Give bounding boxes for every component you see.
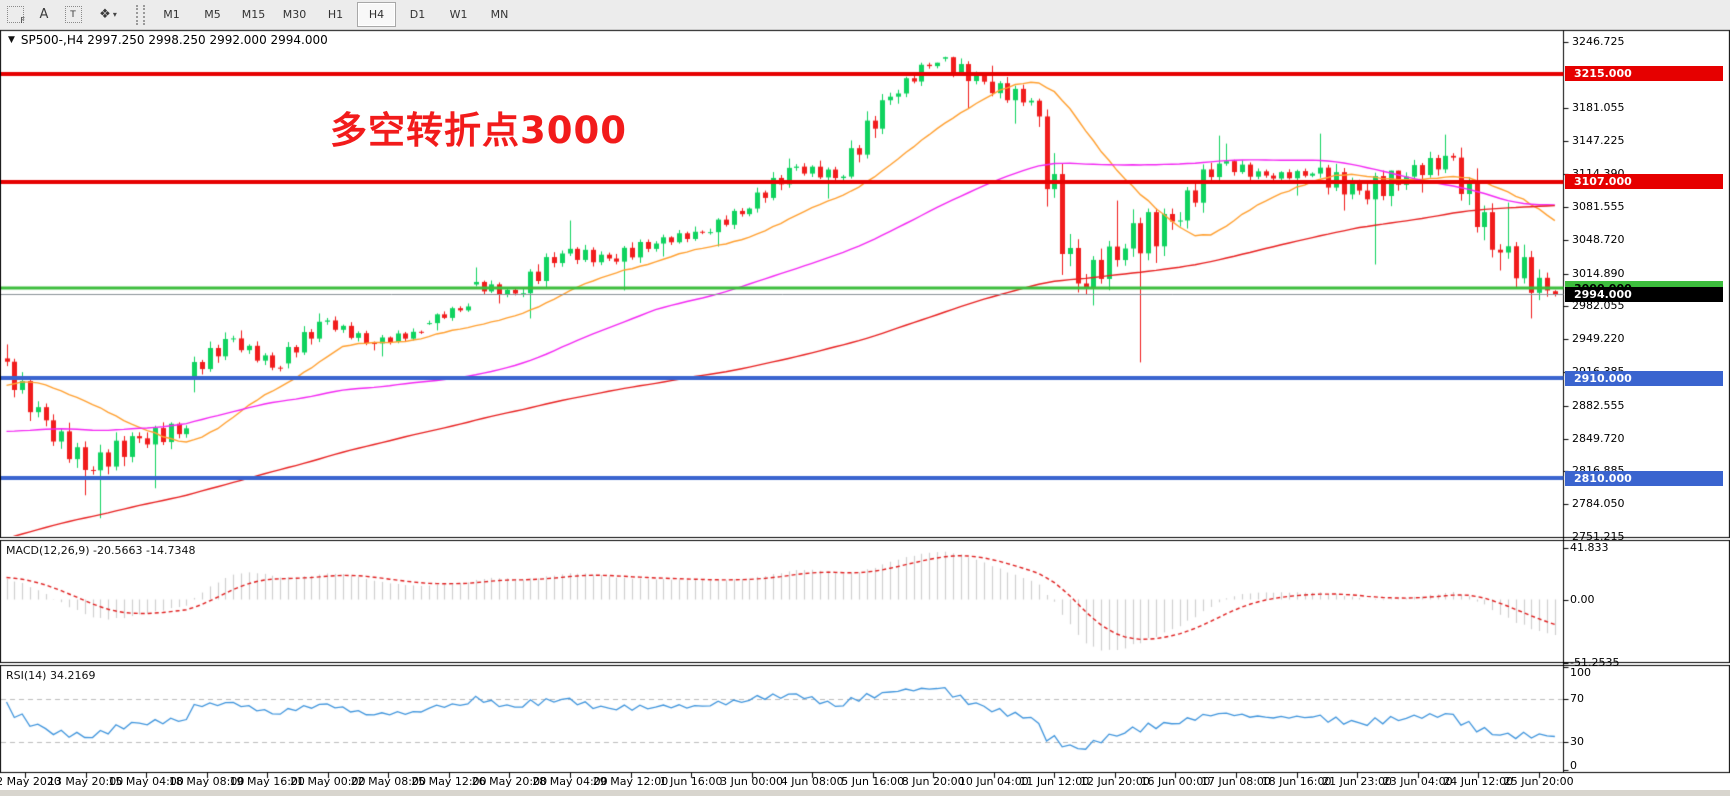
text-label-tool-button[interactable]: A bbox=[30, 3, 58, 27]
macd-tick-label: 41.833 bbox=[1570, 541, 1609, 554]
rsi-tick-label: 0 bbox=[1570, 759, 1577, 772]
time-tick-label: 25 May 12:00 bbox=[411, 775, 487, 788]
timeframe-button-h1[interactable]: H1 bbox=[327, 8, 344, 21]
time-tick-label: 17 Jun 08:00 bbox=[1201, 775, 1271, 788]
time-tick-label: 26 May 20:00 bbox=[471, 775, 548, 788]
time-tick-label: 15 May 04:00 bbox=[108, 775, 184, 788]
time-tick-label: 28 May 04:00 bbox=[532, 775, 608, 788]
chevron-down-icon: ▾ bbox=[112, 10, 117, 19]
time-tick-label: 24 Jun 12:00 bbox=[1443, 775, 1514, 788]
price-tick-label: 3048.720 bbox=[1572, 232, 1625, 246]
timeframe-button-mn[interactable]: MN bbox=[490, 8, 509, 21]
price-tick-label: 2982.055 bbox=[1572, 299, 1625, 313]
time-tick-label: 4 Jun 08:00 bbox=[780, 775, 844, 788]
chart-symbol-title[interactable]: ▼ SP500-,H4 2997.250 2998.250 2992.000 2… bbox=[8, 33, 328, 47]
level-price-badge: 3215.000 bbox=[1565, 66, 1723, 81]
time-tick-label: 21 Jun 23:00 bbox=[1322, 775, 1393, 788]
level-price-badge: 2910.000 bbox=[1565, 371, 1723, 386]
rsi-value: 34.2169 bbox=[49, 669, 96, 682]
price-tick-label: 2849.720 bbox=[1572, 431, 1625, 445]
price-tick-label: 3246.725 bbox=[1572, 35, 1625, 48]
level-price-badge: 3107.000 bbox=[1565, 174, 1723, 189]
timeframe-button-m1[interactable]: M1 bbox=[163, 8, 180, 21]
crosshair-tool-button[interactable]: F bbox=[1, 3, 29, 27]
time-tick-label: 3 Jun 00:00 bbox=[720, 775, 784, 788]
window-bottom-strip bbox=[0, 790, 1730, 796]
price-tick-label: 2751.215 bbox=[1572, 530, 1625, 543]
price-tick-label: 3081.555 bbox=[1572, 200, 1625, 213]
price-tick-label: 2949.220 bbox=[1572, 332, 1625, 346]
time-tick-label: 10 Jun 04:00 bbox=[958, 775, 1029, 788]
time-tick-label: 13 May 20:00 bbox=[47, 775, 124, 788]
symbol-ohlc-text: SP500-,H4 2997.250 2998.250 2992.000 299… bbox=[20, 33, 328, 47]
macd-values: -20.5663 -14.7348 bbox=[93, 544, 196, 557]
price-tick-label: 2882.555 bbox=[1572, 398, 1625, 412]
chart-annotation-text[interactable]: 多空转折点3000 bbox=[330, 109, 627, 152]
time-tick-label: 12 Jun 20:00 bbox=[1079, 775, 1150, 788]
collapse-triangle-icon: ▼ bbox=[8, 35, 15, 45]
macd-tick-label: 0.00 bbox=[1570, 592, 1595, 606]
price-tick-label: 2784.050 bbox=[1572, 497, 1625, 511]
timeframe-toolbar: M1 M5 M15 M30 H1 H4 D1 W1 MN bbox=[151, 1, 520, 29]
rsi-indicator-label: RSI(14) 34.2169 bbox=[6, 669, 95, 682]
time-tick-label: 18 Jun 16:00 bbox=[1261, 775, 1332, 788]
level-price-badge: 2810.000 bbox=[1565, 471, 1723, 486]
timeframe-button-m15[interactable]: M15 bbox=[241, 8, 266, 21]
rsi-tick-label: 70 bbox=[1570, 691, 1584, 705]
time-tick-label: 8 Jun 20:00 bbox=[901, 775, 965, 788]
toolbar-grip[interactable] bbox=[136, 4, 145, 25]
timeframe-button-d1[interactable]: D1 bbox=[409, 8, 426, 21]
time-tick-label: 21 May 00:00 bbox=[290, 775, 366, 788]
rsi-tick-label: 100 bbox=[1570, 666, 1591, 679]
time-tick-label: 29 May 12:00 bbox=[592, 775, 669, 788]
crosshair-f-label: F bbox=[20, 15, 25, 25]
rsi-tick-label: 30 bbox=[1570, 734, 1584, 748]
time-tick-label: 19 May 16:00 bbox=[229, 775, 305, 788]
time-tick-label: 23 Jun 04:00 bbox=[1382, 775, 1453, 788]
macd-indicator-label: MACD(12,26,9) -20.5663 -14.7348 bbox=[6, 544, 195, 557]
current-price-badge: 2994.000 bbox=[1565, 287, 1723, 302]
time-tick-label: 5 Jun 16:00 bbox=[841, 775, 905, 788]
time-tick-label: 22 May 08:00 bbox=[350, 775, 427, 788]
drawing-tools-group: F A T ❖ ▾ bbox=[0, 1, 128, 29]
macd-tick-label: -51.2535 bbox=[1570, 655, 1620, 669]
rsi-name: RSI(14) bbox=[6, 669, 47, 682]
timeframe-button-m5[interactable]: M5 bbox=[204, 8, 221, 21]
time-tick-label: 25 Jun 20:00 bbox=[1503, 775, 1574, 788]
price-tick-label: 3181.055 bbox=[1572, 100, 1625, 114]
top-toolbar: F A T ❖ ▾ M1 M5 M15 M30 H1 H4 D1 W1 MN bbox=[0, 0, 1730, 30]
price-tick-label: 3147.225 bbox=[1572, 134, 1625, 148]
text-label-icon: A bbox=[39, 7, 49, 22]
time-tick-label: 16 Jun 00:00 bbox=[1140, 775, 1211, 788]
arrow-styles-icon: ❖ bbox=[99, 7, 111, 22]
timeframe-button-h4[interactable]: H4 bbox=[357, 2, 396, 27]
arrow-styles-tool-button[interactable]: ❖ ▾ bbox=[88, 3, 128, 27]
time-tick-label: 11 Jun 12:00 bbox=[1019, 775, 1090, 788]
price-tick-label: 3014.890 bbox=[1572, 266, 1625, 280]
crosshair-icon bbox=[6, 6, 24, 23]
timeframe-button-w1[interactable]: W1 bbox=[449, 8, 468, 21]
text-box-icon: T bbox=[64, 6, 82, 23]
macd-name: MACD(12,26,9) bbox=[6, 544, 90, 557]
time-tick-label: 1 Jun 16:00 bbox=[659, 775, 723, 788]
time-tick-label: 12 May 2020 bbox=[0, 775, 61, 788]
text-box-tool-button[interactable]: T bbox=[59, 3, 87, 27]
time-tick-label: 18 May 08:00 bbox=[168, 775, 245, 788]
timeframe-button-m30[interactable]: M30 bbox=[282, 8, 307, 21]
